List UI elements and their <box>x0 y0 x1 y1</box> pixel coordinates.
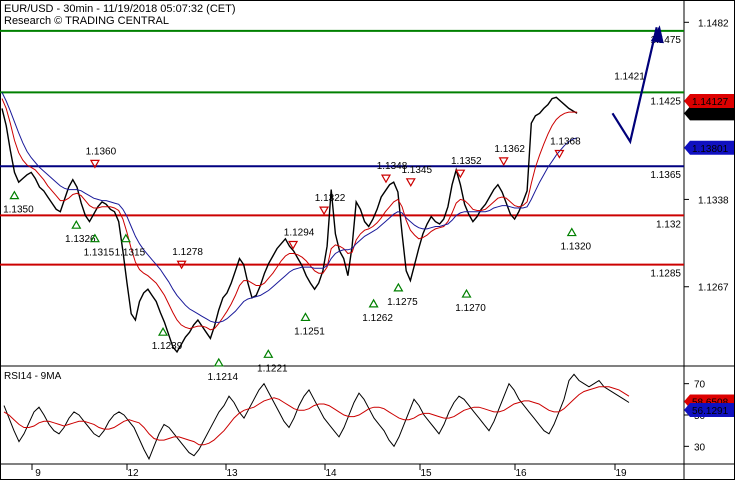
price-box-bg <box>684 140 734 155</box>
swing-high-label: 1.1352 <box>451 156 482 167</box>
swing-low-label: 1.1239 <box>152 341 183 352</box>
price-box: 1.14127 <box>684 94 734 109</box>
rsi-ma-line <box>3 386 630 446</box>
swing-low-marker <box>393 282 404 292</box>
swing-high-marker <box>319 206 330 216</box>
x-tick-label: 13 <box>226 468 238 479</box>
swing-low-marker <box>157 326 169 336</box>
chart-subtitle: Research © TRADING CENTRAL <box>4 15 169 27</box>
x-tick-label: 9 <box>35 468 41 479</box>
forecast-arrowhead <box>650 25 664 44</box>
swing-low-marker <box>89 233 100 243</box>
swing-high-marker <box>554 149 565 159</box>
swing-low-label: 1.1315 <box>84 248 115 259</box>
swing-low-label: 1.1326 <box>65 234 96 245</box>
rsi-value-label: 56.1291 <box>692 406 729 417</box>
x-axis: 9 12 13 14 15 16 19 <box>31 464 627 479</box>
rsi-label: RSI14 - 9MA <box>4 371 62 382</box>
level-label: 1.1425 <box>650 96 681 107</box>
price-box-label: 1.13801 <box>692 144 729 155</box>
swing-low-label: 1.1320 <box>560 242 591 253</box>
swing-low-label: 1.1350 <box>3 205 34 216</box>
swing-high-marker <box>89 159 100 169</box>
y-tick-label: 1.1482 <box>698 18 729 29</box>
swing-low-label: 1.1262 <box>362 313 393 324</box>
price-box-bg <box>684 94 734 109</box>
swing-low-label: 1.1270 <box>455 303 486 314</box>
swing-low-marker <box>263 349 274 358</box>
price-box-bg <box>684 106 734 121</box>
y-tick-label: 1.1338 <box>698 195 729 206</box>
swing-low-marker <box>120 233 131 243</box>
rsi-tick-label: 30 <box>694 442 706 453</box>
rsi-value-label: 58.6508 <box>692 397 729 408</box>
price-line <box>1 96 578 354</box>
swing-high-label: 1.1348 <box>377 161 408 172</box>
support-resistance-levels: 1.1475 1.1425 1.1365 1.132 1.1285 <box>0 29 684 280</box>
swing-high-marker <box>176 260 187 270</box>
swing-low-marker <box>300 312 311 322</box>
rsi-line <box>3 373 630 461</box>
annotations: 1.1350 1.1360 1.1326 1.1315 1.1315 1.1278 1.12… <box>3 71 734 383</box>
moving-average-line <box>1 98 578 331</box>
rsi-tick-label: 70 <box>694 380 706 391</box>
swing-high-marker <box>405 178 416 188</box>
x-tick-label: 14 <box>325 468 337 479</box>
forecast-arrow <box>611 26 658 145</box>
x-tick-label: 12 <box>127 468 139 479</box>
level-label: 1.132 <box>656 219 681 230</box>
level-label: 1.1365 <box>650 170 681 181</box>
swing-low-marker <box>566 227 577 237</box>
series <box>1 25 664 354</box>
chart-title: EUR/USD - 30min - 11/19/2018 05:07:32 (C… <box>4 3 236 15</box>
moving-average-line <box>1 92 578 323</box>
swing-high-marker <box>288 240 299 250</box>
swing-high-marker <box>455 169 466 179</box>
price-box-label: 1.14081 <box>692 109 729 120</box>
x-tick-label: 19 <box>615 468 627 479</box>
swing-low-label: 1.1251 <box>294 326 325 337</box>
swing-low-marker <box>461 288 472 298</box>
swing-high-marker <box>498 157 509 167</box>
swing-low-label: 1.1315 <box>115 248 146 259</box>
swing-low-label: 1.1214 <box>207 372 238 383</box>
swing-high-label: 1.1360 <box>86 146 117 157</box>
swing-low-marker <box>213 357 224 367</box>
y-tick-label: 1.1267 <box>698 283 729 294</box>
level-label: 1.1475 <box>650 35 681 46</box>
rsi-value-box: 56.1291 <box>684 402 734 417</box>
swing-low-marker <box>71 219 82 229</box>
price-box: 1.13801 <box>684 140 734 155</box>
swing-high-label: 1.1278 <box>172 247 203 258</box>
swing-high-label: 1.1368 <box>550 137 581 148</box>
swing-high-label: 1.1294 <box>284 228 315 239</box>
swing-high-marker <box>380 174 392 184</box>
swing-low-marker <box>368 298 379 308</box>
swing-low-label: 1.1275 <box>387 297 418 308</box>
x-tick-label: 15 <box>420 468 432 479</box>
x-tick-label: 16 <box>515 468 527 479</box>
price-box-label: 1.14127 <box>692 97 729 108</box>
level-label: 1.1285 <box>650 269 681 280</box>
swing-high-label: 1.1322 <box>315 193 346 204</box>
swing-high-label: 1.1345 <box>401 165 432 176</box>
swing-low-label: 1.1221 <box>257 363 288 374</box>
price-box: 1.14081 <box>684 106 734 121</box>
swing-high-label: 1.1362 <box>494 144 525 155</box>
annotation-label: 1.1421 <box>614 71 645 82</box>
rsi-value-bg <box>684 402 734 417</box>
swing-low-marker <box>9 190 20 200</box>
